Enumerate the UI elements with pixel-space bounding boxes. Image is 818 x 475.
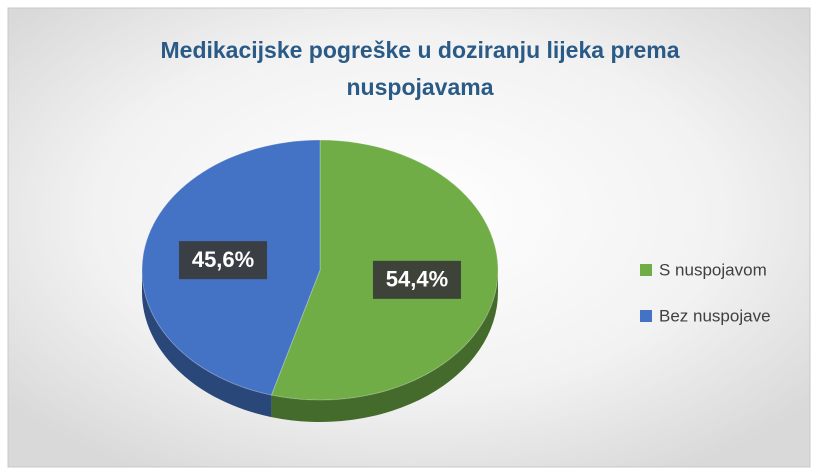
data-label: 54,4% <box>386 267 448 292</box>
legend-swatch <box>640 310 652 322</box>
data-label-box <box>372 260 461 299</box>
legend-swatch <box>640 264 652 276</box>
legend-label: Bez nuspojave <box>659 306 771 325</box>
slice-side <box>142 270 272 418</box>
data-label-box <box>179 241 268 280</box>
legend-label: S nuspojavom <box>659 260 767 279</box>
data-label: 45,6% <box>192 247 254 272</box>
slice-side <box>271 270 498 423</box>
chart-title: Medikacijske pogreške u doziranju lijeka… <box>160 37 680 100</box>
